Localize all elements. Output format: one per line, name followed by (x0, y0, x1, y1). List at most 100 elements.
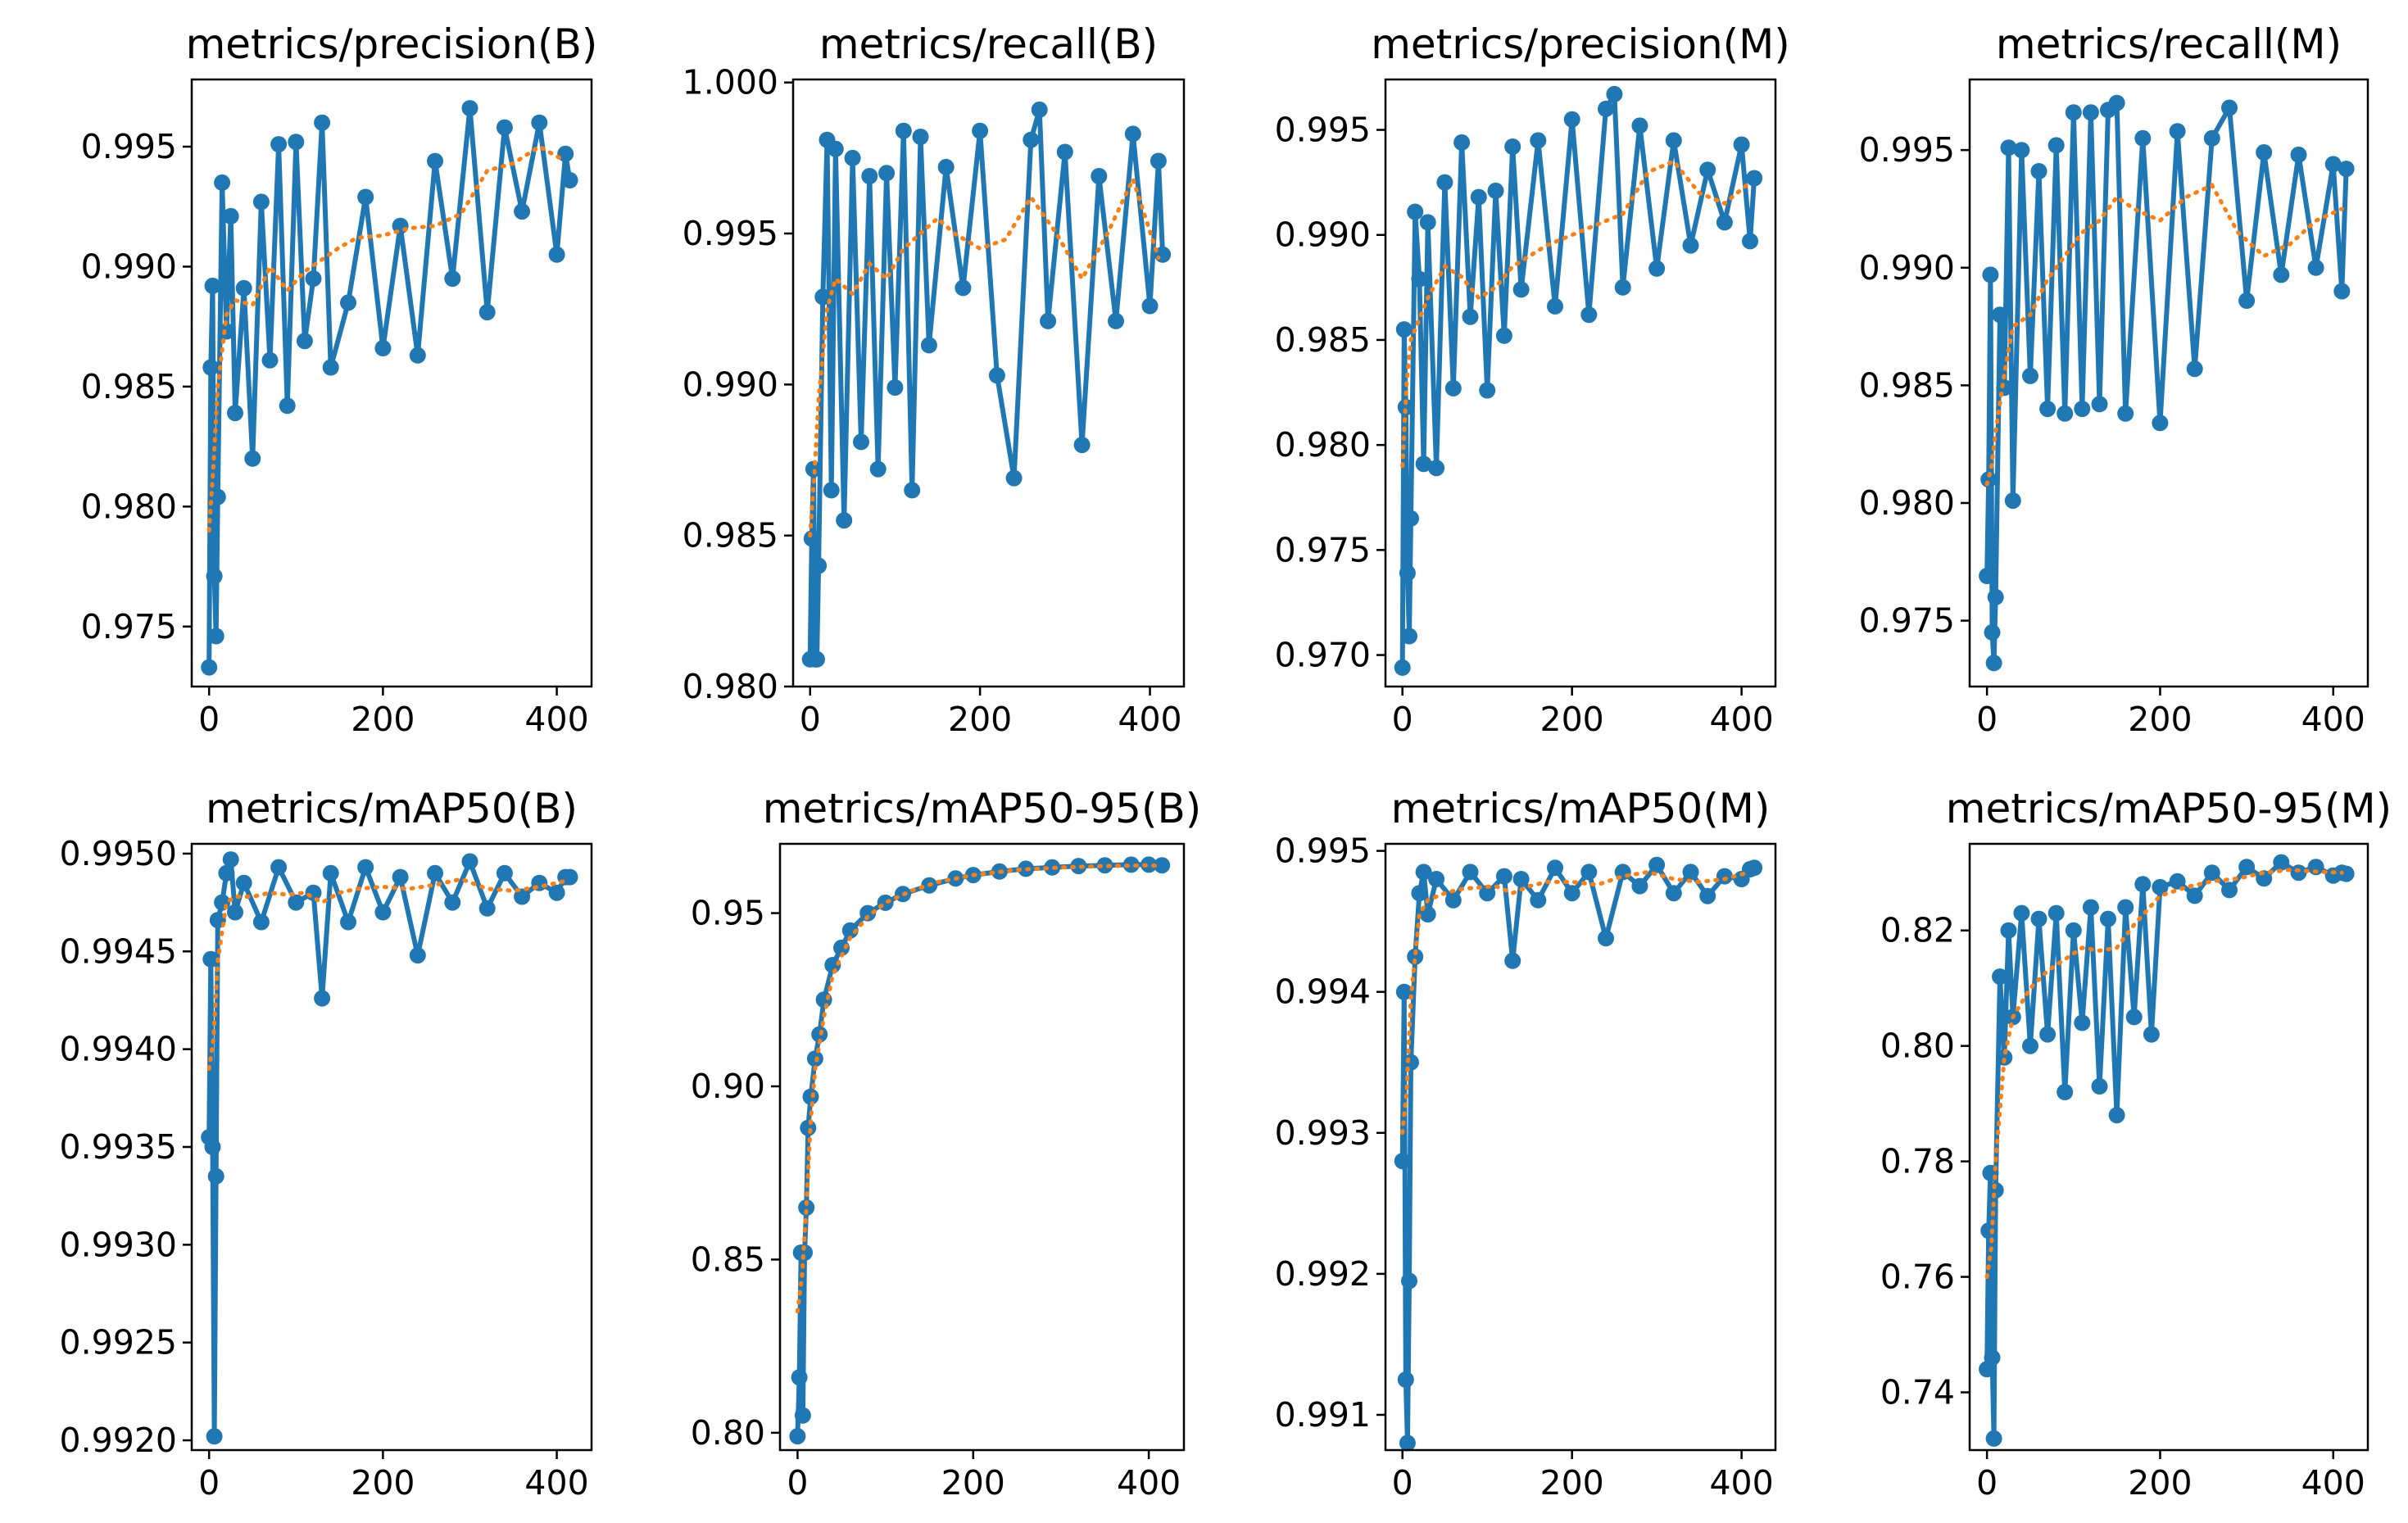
raw-point (1428, 871, 1445, 887)
raw-point (244, 450, 261, 467)
chart-svg: metrics/precision(M) 0.970 0.975 0.980 0.985… (1275, 20, 1790, 739)
raw-point (1530, 132, 1547, 149)
y-tick-label: 0.991 (1275, 1395, 1371, 1435)
raw-point (288, 134, 305, 151)
y-tick-label: 0.995 (1859, 130, 1955, 170)
axes-frame (1384, 842, 1777, 1452)
x-tick-label: 200 (2128, 1463, 2192, 1503)
raw-point (2238, 859, 2256, 876)
raw-point (322, 359, 339, 376)
raw-point (824, 957, 841, 973)
raw-point (1399, 564, 1416, 582)
y-tick-label: 0.990 (682, 365, 778, 404)
raw-point (2152, 878, 2169, 895)
raw-point (235, 874, 252, 891)
raw-point (2134, 876, 2152, 893)
raw-point (514, 888, 531, 905)
raw-point (222, 851, 239, 868)
smooth-series-line (206, 144, 568, 533)
raw-point (1631, 117, 1648, 134)
x-tick-label: 200 (1540, 700, 1604, 739)
raw-point (844, 149, 861, 166)
raw-point (561, 172, 578, 188)
raw-point (202, 359, 220, 376)
raw-point (2290, 146, 2307, 163)
raw-point (1495, 868, 1512, 885)
raw-point (2091, 396, 2108, 413)
raw-point (444, 894, 461, 911)
raw-point (2290, 864, 2307, 882)
raw-point (340, 913, 356, 931)
raw-point (2091, 1078, 2108, 1095)
raw-series-line (807, 107, 1166, 662)
subplot-recall-b: metrics/recall(B) 0.980 0.985 0.990 0.995 1.0… (602, 0, 1204, 761)
raw-point (1401, 1272, 1417, 1290)
raw-point (288, 894, 305, 911)
raw-point (427, 152, 443, 170)
raw-point (1504, 138, 1521, 155)
raw-point (789, 1428, 806, 1445)
raw-point (1479, 382, 1496, 399)
raw-point (1982, 266, 1999, 283)
raw-point (1987, 1181, 2004, 1199)
raw-point (2117, 405, 2134, 422)
raw-point (314, 990, 331, 1007)
raw-point (1091, 168, 1108, 184)
raw-point (2013, 142, 2030, 159)
raw-point (1005, 469, 1023, 487)
y-tick-label: 0.990 (1859, 248, 1955, 288)
raw-point (1996, 379, 2013, 397)
raw-point (2000, 139, 2017, 156)
raw-point (322, 864, 339, 882)
y-tick-label: 0.980 (81, 487, 177, 526)
y-tick-label: 0.980 (1275, 425, 1371, 465)
raw-point (1716, 214, 1733, 231)
raw-point (1631, 877, 1648, 895)
y-tick-label: 0.82 (1880, 911, 1955, 950)
raw-point (227, 904, 243, 921)
raw-point (2143, 1026, 2160, 1043)
y-tick-label: 0.9950 (60, 834, 177, 873)
raw-point (937, 158, 955, 175)
raw-point (2307, 259, 2324, 276)
raw-point (853, 433, 869, 451)
raw-point (374, 340, 392, 356)
raw-point (279, 397, 296, 415)
raw-point (1992, 306, 2008, 324)
raw-point (2273, 266, 2290, 283)
raw-point (1984, 623, 2001, 641)
y-tick-label: 1.000 (682, 63, 778, 102)
raw-point (1403, 1054, 1419, 1071)
raw-point (561, 868, 578, 886)
raw-point (1436, 174, 1453, 191)
raw-point (2256, 144, 2273, 161)
raw-point (1031, 101, 1048, 118)
raw-point (1742, 233, 1758, 250)
raw-point (2324, 156, 2342, 173)
raw-point (270, 859, 288, 876)
raw-point (2238, 292, 2256, 309)
raw-point (859, 904, 877, 922)
raw-point (357, 188, 374, 206)
y-tick-label: 0.975 (1275, 530, 1371, 569)
raw-point (1462, 308, 1479, 325)
raw-point (2273, 854, 2290, 871)
y-tick-label: 0.9935 (60, 1127, 177, 1167)
raw-point (374, 904, 392, 921)
raw-point (1512, 871, 1530, 887)
raw-point (235, 279, 252, 297)
raw-point (204, 277, 221, 294)
x-tick-label: 400 (1709, 1463, 1773, 1503)
raw-point (204, 1139, 221, 1155)
raw-point (2221, 99, 2238, 116)
raw-point (2022, 1037, 2038, 1054)
raw-point (2057, 405, 2074, 422)
raw-point (1985, 655, 2002, 672)
raw-point (1411, 885, 1428, 902)
subplot-map50-95-b: metrics/mAP50-95(B) 0.80 0.85 0.90 0.95 0 200 4… (602, 761, 1204, 1523)
raw-point (802, 1088, 819, 1105)
raw-point (2074, 1014, 2091, 1031)
raw-point (1394, 659, 1411, 676)
y-tick-label: 0.993 (1275, 1113, 1371, 1153)
x-tick-label: 400 (2301, 700, 2365, 739)
